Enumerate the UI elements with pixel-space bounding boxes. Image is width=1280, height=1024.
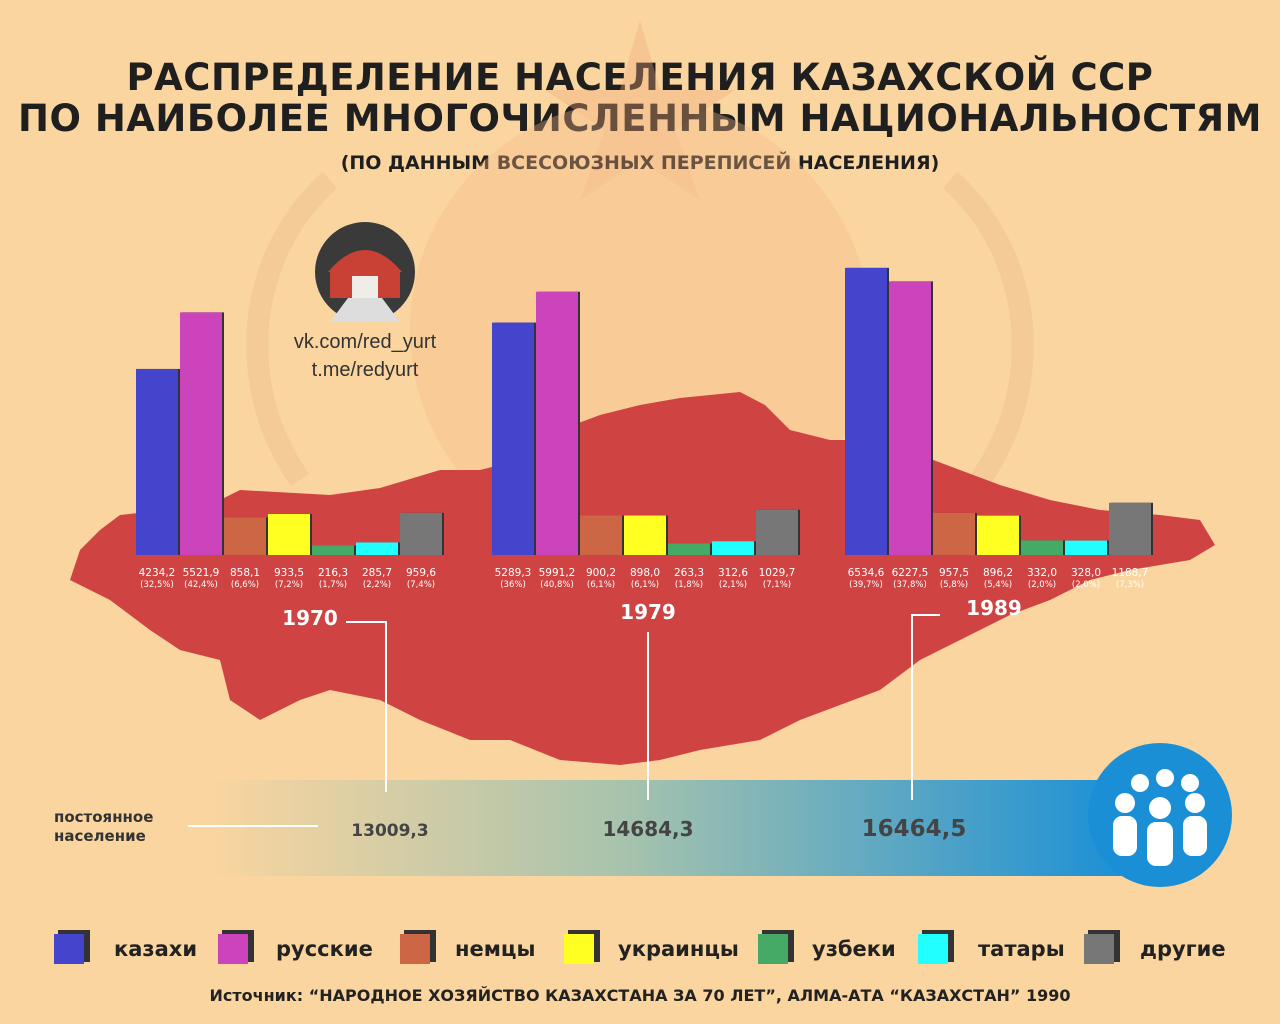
bar-ukrainians-1979 (624, 515, 666, 555)
share-label: (7,1%) (763, 580, 791, 590)
people-group-icon (1088, 743, 1232, 887)
legend-label-kazakhs: казахи (114, 937, 197, 961)
social-links: vk.com/red_yurt t.me/redyurt (270, 328, 460, 384)
chart-title-line1: РАСПРЕДЕЛЕНИЕ НАСЕЛЕНИЯ КАЗАХСКОЙ ССР (126, 56, 1154, 99)
bar-others-1979 (756, 509, 798, 555)
share-label: (2,0%) (1028, 580, 1056, 590)
legend-swatch-uzbeks (758, 934, 788, 964)
bar-ukrainians-1970 (268, 513, 310, 555)
share-label: (2,0%) (1072, 580, 1100, 590)
value-label: 5991,2 (539, 567, 576, 579)
bar-uzbeks-1979 (668, 543, 710, 555)
chart-title-line2: ПО НАИБОЛЕЕ МНОГОЧИСЛЕННЫМ НАЦИОНАЛЬНОСТ… (18, 97, 1262, 140)
share-label: (37,8%) (893, 580, 927, 590)
legend-swatch-tatars (918, 934, 948, 964)
share-label: (32,5%) (140, 580, 174, 590)
population-bar (210, 780, 1130, 876)
bar-uzbeks-1989 (1021, 540, 1063, 555)
value-label: 1188,7 (1112, 567, 1149, 579)
value-label: 4234,2 (139, 567, 176, 579)
population-total-1970: 13009,3 (351, 821, 428, 841)
share-label: (5,8%) (940, 580, 968, 590)
legend-label-uzbeks: узбеки (812, 937, 896, 961)
legend-swatch-others (1084, 934, 1114, 964)
legend-swatch-kazakhs (54, 934, 84, 964)
value-label: 263,3 (674, 567, 704, 579)
legend-swatch-ukrainians (564, 934, 594, 964)
share-label: (6,1%) (587, 580, 615, 590)
share-label: (7,3%) (1116, 580, 1144, 590)
share-label: (6,1%) (631, 580, 659, 590)
telegram-link[interactable]: t.me/redyurt (311, 359, 419, 381)
year-label-1989: 1989 (966, 596, 1022, 620)
share-label: (6,6%) (231, 580, 259, 590)
bar-others-1989 (1109, 502, 1151, 555)
value-label: 332,0 (1027, 567, 1057, 579)
value-label: 933,5 (274, 567, 304, 579)
value-label: 285,7 (362, 567, 392, 579)
value-label: 896,2 (983, 567, 1013, 579)
share-label: (5,4%) (984, 580, 1012, 590)
yurt-logo-icon (315, 222, 415, 322)
share-label: (7,2%) (275, 580, 303, 590)
value-label: 328,0 (1071, 567, 1101, 579)
bar-russians-1989 (889, 281, 931, 555)
value-label: 957,5 (939, 567, 969, 579)
bar-germans-1989 (933, 512, 975, 555)
legend-swatch-germans (400, 934, 430, 964)
bar-kazakhs-1970 (136, 368, 178, 555)
bar-germans-1979 (580, 515, 622, 555)
value-label: 6227,5 (892, 567, 929, 579)
bar-russians-1979 (536, 291, 578, 555)
value-label: 900,2 (586, 567, 616, 579)
population-label: постоянное население (54, 808, 184, 846)
bar-ukrainians-1989 (977, 515, 1019, 555)
legend-label-russians: русские (276, 937, 373, 961)
bar-kazakhs-1989 (845, 267, 887, 555)
value-label: 5521,9 (183, 567, 220, 579)
bar-kazakhs-1979 (492, 322, 534, 555)
source-note: Источник: “НАРОДНОЕ ХОЗЯЙСТВО КАЗАХСТАНА… (209, 986, 1071, 1005)
year-leader-line (346, 621, 387, 792)
bar-tatars-1970 (356, 542, 398, 555)
value-label: 5289,3 (495, 567, 532, 579)
population-total-1989: 16464,5 (862, 816, 967, 842)
chart-subtitle: (ПО ДАННЫМ ВСЕСОЮЗНЫХ ПЕРЕПИСЕЙ НАСЕЛЕНИ… (340, 152, 940, 174)
share-label: (2,1%) (719, 580, 747, 590)
year-leader-line (911, 614, 940, 800)
bar-tatars-1979 (712, 541, 754, 555)
vk-link[interactable]: vk.com/red_yurt (293, 331, 437, 353)
population-label-line2: население (54, 827, 146, 845)
bar-germans-1970 (224, 517, 266, 555)
share-label: (42,4%) (184, 580, 218, 590)
legend-label-germans: немцы (455, 937, 535, 961)
value-label: 959,6 (406, 567, 436, 579)
value-label: 216,3 (318, 567, 348, 579)
year-label-1970: 1970 (282, 606, 338, 630)
legend-swatch-russians (218, 934, 248, 964)
share-label: (7,4%) (407, 580, 435, 590)
legend-label-others: другие (1140, 937, 1226, 961)
population-total-1979: 14684,3 (602, 817, 693, 841)
population-label-line1: постоянное (54, 808, 154, 826)
value-label: 1029,7 (759, 567, 796, 579)
legend-label-ukrainians: украинцы (618, 937, 739, 961)
value-label: 312,6 (718, 567, 748, 579)
year-label-1979: 1979 (620, 600, 676, 624)
share-label: (36%) (500, 580, 526, 590)
legend-label-tatars: татары (978, 937, 1065, 961)
bar-uzbeks-1970 (312, 545, 354, 555)
share-label: (1,8%) (675, 580, 703, 590)
value-label: 6534,6 (848, 567, 885, 579)
share-label: (39,7%) (849, 580, 883, 590)
bar-tatars-1989 (1065, 540, 1107, 555)
share-label: (1,7%) (319, 580, 347, 590)
value-label: 858,1 (230, 567, 260, 579)
share-label: (2,2%) (363, 580, 391, 590)
bar-others-1970 (400, 512, 442, 555)
value-label: 898,0 (630, 567, 660, 579)
share-label: (40,8%) (540, 580, 574, 590)
bar-russians-1970 (180, 312, 222, 555)
